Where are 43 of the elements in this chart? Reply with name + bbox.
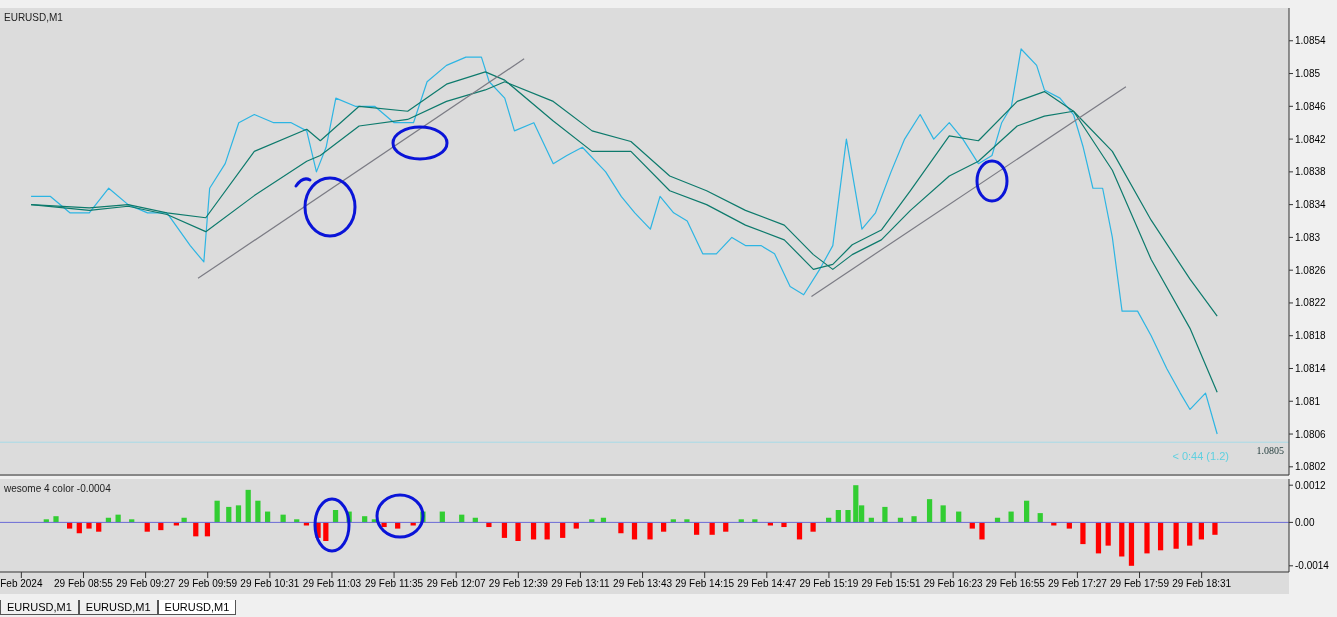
y-tick-label: 1.0818	[1295, 330, 1327, 342]
y-tick-label: 1.0846	[1295, 100, 1327, 112]
x-tick-label: 29 Feb 09:59	[178, 578, 238, 590]
y-tick-label: 1.0822	[1295, 297, 1327, 309]
y-tick-label: 1.0826	[1295, 264, 1327, 276]
text: EURUSD,M1	[0, 600, 79, 615]
chart-title: wesome 4 color -0.0004	[4, 483, 111, 494]
x-tick-label: 29 Feb 16:55	[985, 578, 1046, 590]
y-tick-label: 1.0842	[1295, 133, 1327, 145]
x-tick-label: 29 Feb 13:11	[551, 578, 610, 590]
y-tick-label: 1.085	[1295, 68, 1321, 80]
x-tick-label: 29 Feb 15:51	[861, 578, 921, 590]
y-tick-label: 1.0802	[1295, 461, 1327, 473]
y-tick-label: 1.0814	[1295, 363, 1327, 375]
x-tick-label: 29 Feb 13:43	[613, 578, 673, 590]
y-tick-label: 1.0854	[1295, 35, 1327, 47]
x-tick-label: 29 Feb 09:27	[116, 578, 176, 590]
x-tick-label: 29 Feb 12:07	[426, 578, 487, 590]
y-tick-label: 1.0838	[1295, 166, 1327, 178]
y-tick-label: 1.083	[1295, 231, 1321, 243]
x-tick-label: 29 Feb 16:23	[923, 578, 984, 590]
x-tick-label: 29 Feb 12:39	[488, 578, 549, 590]
y-tick-label: 1.0834	[1295, 199, 1327, 211]
chart-title: EURUSD,M1	[4, 12, 63, 23]
x-tick-label: 29 Feb 11:03	[302, 578, 362, 590]
x-tick-label: 29 Feb 18:31	[1172, 578, 1232, 590]
y-tick-label: 1.081	[1295, 395, 1321, 407]
y-tick-label: -0.0014	[1295, 560, 1330, 572]
x-tick-label: 29 Feb 14:47	[737, 578, 797, 590]
x-tick-label: 29 Feb 11:35	[364, 578, 424, 590]
ref-line-label: 1.0805	[1256, 445, 1284, 457]
x-tick-label: 29 Feb 08:55	[54, 578, 114, 590]
y-tick-label: 0.0012	[1295, 479, 1327, 491]
x-tick-label: 29 Feb 17:27	[1047, 578, 1108, 590]
y-tick-label: 0.00	[1295, 516, 1315, 528]
y-tick-label: 1.0806	[1295, 428, 1327, 440]
x-tick-label: 29 Feb 17:59	[1110, 578, 1170, 590]
x-tick-label: Feb 2024	[0, 578, 43, 590]
text: EURUSD,M1	[78, 600, 158, 615]
x-tick-label: 29 Feb 15:19	[799, 578, 859, 590]
x-tick-label: 29 Feb 10:31	[240, 578, 300, 590]
annotation: < 0:44 (1.2)	[1172, 450, 1229, 462]
x-tick-label: 29 Feb 14:15	[675, 578, 735, 590]
